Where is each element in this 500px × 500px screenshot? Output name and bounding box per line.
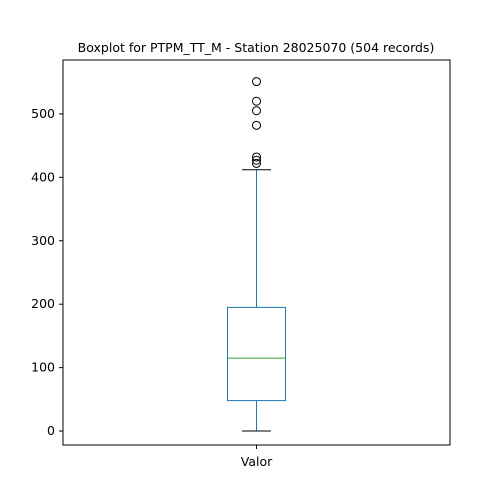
interquartile-box (227, 306, 286, 402)
x-tick-label: Valor (241, 454, 273, 469)
outlier-point (252, 96, 261, 106)
y-tick-label: 100 (31, 360, 55, 375)
y-tick-label: 300 (31, 233, 55, 248)
y-tick-label: 200 (31, 296, 55, 311)
y-axis: 0 100 200 300 400 500 (31, 106, 63, 438)
outlier-point (252, 155, 261, 165)
y-tick-label: 0 (47, 423, 55, 438)
outlier-group (252, 77, 261, 168)
box-group (227, 169, 286, 432)
outlier-point (252, 120, 261, 130)
outlier-point (252, 158, 261, 168)
y-tick-label: 400 (31, 169, 55, 184)
x-axis: Valor (241, 445, 273, 469)
y-tick-label: 500 (31, 106, 55, 121)
outlier-point (252, 77, 261, 87)
outlier-point (252, 152, 261, 162)
chart-title: Boxplot for PTPM_TT_M - Station 28025070… (78, 40, 435, 55)
outlier-point (252, 106, 261, 116)
